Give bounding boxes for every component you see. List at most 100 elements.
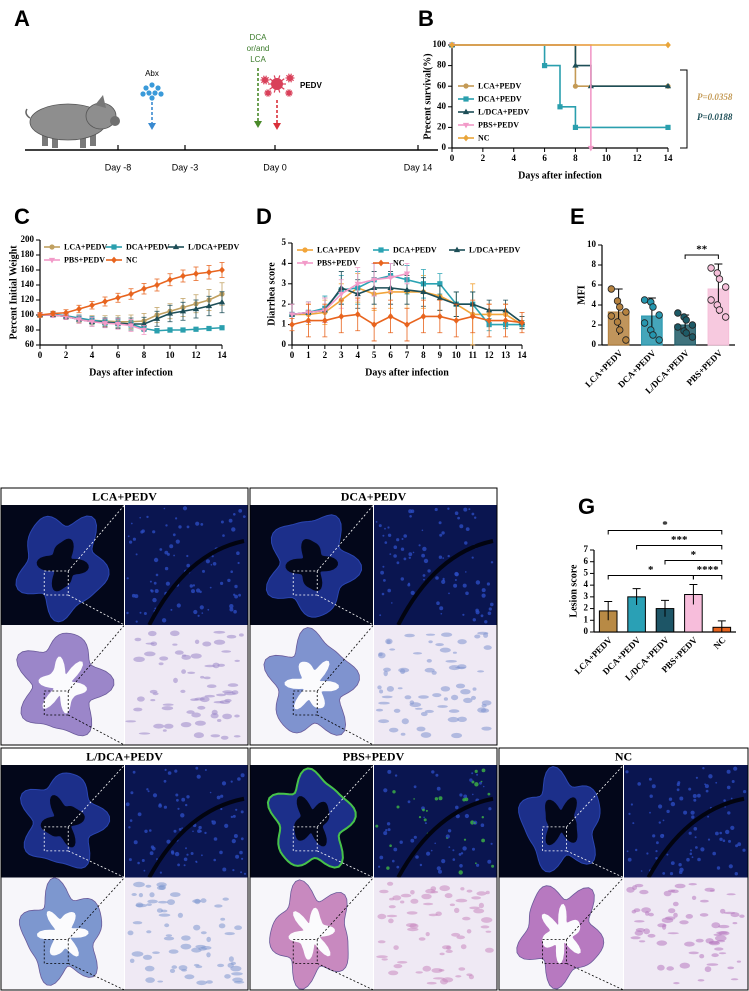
he-cell xyxy=(420,732,432,738)
if-nucleus xyxy=(463,794,468,799)
x-tick-label: 10 xyxy=(452,350,462,360)
data-point xyxy=(338,313,345,320)
if-nucleus xyxy=(178,828,182,831)
y-axis-label: MFI xyxy=(576,285,587,305)
if-nucleus xyxy=(655,850,658,853)
he-cell xyxy=(455,683,466,689)
he-cell xyxy=(145,977,155,983)
he-cell xyxy=(685,914,693,919)
y-tick-label: 0 xyxy=(584,626,589,636)
if-nucleus xyxy=(393,545,398,549)
he-cell xyxy=(727,966,735,970)
he-cell xyxy=(739,914,745,918)
abx-icon xyxy=(143,85,149,91)
if-nucleus xyxy=(421,529,424,532)
panel-title: DCA+PEDV xyxy=(341,489,407,503)
he-cell xyxy=(206,936,211,943)
he-cell xyxy=(383,670,388,677)
y-tick-label: 0 xyxy=(442,142,447,152)
legend-label: LCA+PEDV xyxy=(317,245,360,254)
he-cell xyxy=(709,889,715,892)
y-tick-label: 140 xyxy=(21,279,35,289)
x-axis-label: Days after infection xyxy=(365,367,449,378)
if-nucleus xyxy=(126,611,129,615)
he-cell xyxy=(133,881,145,888)
he-cell xyxy=(160,909,168,913)
if-nucleus xyxy=(438,796,443,801)
significance-label: * xyxy=(691,549,697,561)
if-nucleus xyxy=(474,782,479,787)
if-nucleus xyxy=(465,571,467,573)
if-nucleus xyxy=(737,842,742,847)
zoom-box xyxy=(292,826,318,852)
data-point xyxy=(640,296,649,304)
if-nucleus xyxy=(707,838,711,841)
he-cell xyxy=(451,694,459,701)
if-nucleus xyxy=(234,584,238,589)
he-cell xyxy=(222,897,229,901)
he-cell xyxy=(144,965,155,972)
if-nucleus xyxy=(425,809,428,812)
he-cell xyxy=(404,695,412,700)
if-nucleus xyxy=(239,850,243,855)
zoom-line xyxy=(566,850,624,878)
if-nucleus xyxy=(230,570,233,573)
he-cell xyxy=(190,698,199,701)
if-nucleus xyxy=(220,520,224,524)
he-cell xyxy=(657,964,665,971)
panel-letter: D xyxy=(256,204,272,229)
if-nucleus xyxy=(658,821,661,824)
if-nucleus xyxy=(464,541,468,545)
x-tick-label: NC xyxy=(711,635,727,651)
if-zoom xyxy=(373,765,497,878)
if-nucleus xyxy=(132,770,136,774)
if-nucleus xyxy=(175,793,179,797)
if-nucleus xyxy=(728,864,733,869)
data-point xyxy=(193,326,199,332)
if-nucleus xyxy=(735,844,739,848)
he-cell xyxy=(232,977,244,983)
if-nucleus xyxy=(237,561,240,565)
x-tick-label: 12 xyxy=(633,153,643,163)
if-nucleus xyxy=(151,846,156,851)
he-cell xyxy=(418,695,429,699)
he-cell xyxy=(200,931,207,935)
y-axis-label: Precent survival(%) xyxy=(422,53,433,139)
y-tick-label: 2 xyxy=(282,298,287,308)
significance-bracket xyxy=(684,254,719,259)
he-cell xyxy=(726,893,736,896)
he-cell xyxy=(170,892,181,897)
data-point xyxy=(206,325,212,332)
if-nucleus xyxy=(482,785,485,788)
if-nucleus xyxy=(387,588,392,593)
he-cell xyxy=(716,939,726,943)
x-tick-label: 10 xyxy=(602,153,612,163)
he-cell xyxy=(439,647,451,653)
if-nucleus xyxy=(230,780,233,783)
he-cell xyxy=(376,955,388,959)
he-cell xyxy=(705,938,714,944)
if-nucleus xyxy=(207,608,210,611)
he-cell xyxy=(695,938,704,943)
if-nucleus xyxy=(436,601,440,605)
he-cell xyxy=(432,977,445,980)
x-tick-label: 6 xyxy=(116,350,121,360)
he-cell xyxy=(127,930,134,936)
data-point xyxy=(179,307,187,314)
if-nucleus xyxy=(383,788,388,793)
if-nucleus xyxy=(678,870,683,874)
if-nucleus xyxy=(181,827,183,829)
he-cell xyxy=(190,653,202,659)
if-nucleus xyxy=(196,588,201,593)
panel-title-bg xyxy=(499,748,748,765)
if-nucleus xyxy=(170,608,173,611)
he-cell xyxy=(149,892,155,898)
data-point xyxy=(607,312,616,320)
if-nucleus xyxy=(458,853,462,856)
if-nucleus xyxy=(475,610,480,615)
x-tick-label: 12 xyxy=(192,350,202,360)
if-nucleus xyxy=(697,793,701,798)
if-nucleus xyxy=(446,837,448,839)
he-cell xyxy=(226,634,237,639)
